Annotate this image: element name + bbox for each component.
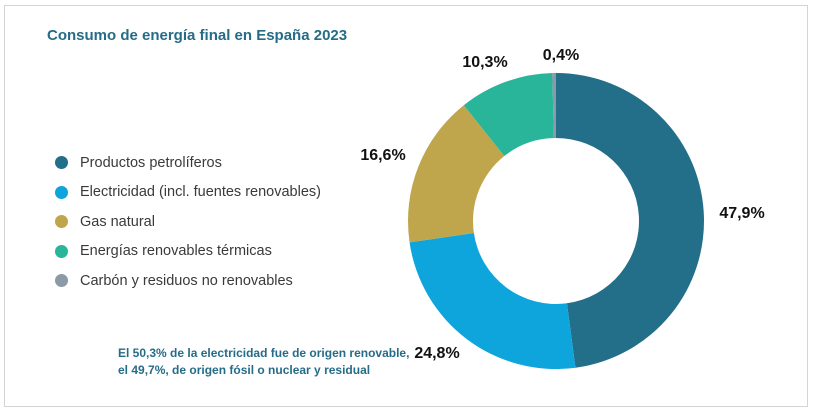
legend-swatch (55, 215, 68, 229)
donut-slice (407, 105, 505, 243)
legend-swatch (55, 274, 68, 288)
legend-label: Energías renovables térmicas (80, 243, 272, 260)
chart-note: El 50,3% de la electricidad fue de orige… (118, 345, 409, 379)
chart-title: Consumo de energía final en España 2023 (47, 27, 348, 44)
legend-item: Gas natural (55, 207, 321, 237)
legend-label: Productos petrolíferos (80, 154, 222, 171)
legend-item: Electricidad (incl. fuentes renovables) (55, 178, 321, 208)
legend-swatch (55, 185, 68, 199)
slice-value-label: 47,9% (719, 205, 764, 222)
donut-slice (552, 73, 556, 139)
legend-label: Gas natural (80, 213, 155, 230)
note-line: El 50,3% de la electricidad fue de orige… (118, 346, 410, 360)
slice-value-label: 24,8% (414, 345, 459, 362)
legend-label: Carbón y residuos no renovables (80, 272, 293, 289)
legend-label: Electricidad (incl. fuentes renovables) (80, 184, 321, 201)
legend-item: Energías renovables térmicas (55, 237, 321, 267)
donut-slice (556, 73, 705, 368)
legend: Productos petrolíferos Electricidad (inc… (55, 148, 321, 296)
slice-value-label: 16,6% (360, 147, 405, 164)
legend-swatch (55, 244, 68, 258)
note-line: el 49,7%, de origen fósil o nuclear y re… (118, 363, 371, 377)
legend-swatch (55, 156, 68, 170)
donut-slice (463, 73, 554, 157)
legend-item: Productos petrolíferos (55, 148, 321, 178)
slice-value-label: 10,3% (462, 54, 507, 71)
donut-slice (409, 232, 576, 369)
slice-value-label: 0,4% (543, 47, 579, 64)
legend-item: Carbón y residuos no renovables (55, 266, 321, 296)
